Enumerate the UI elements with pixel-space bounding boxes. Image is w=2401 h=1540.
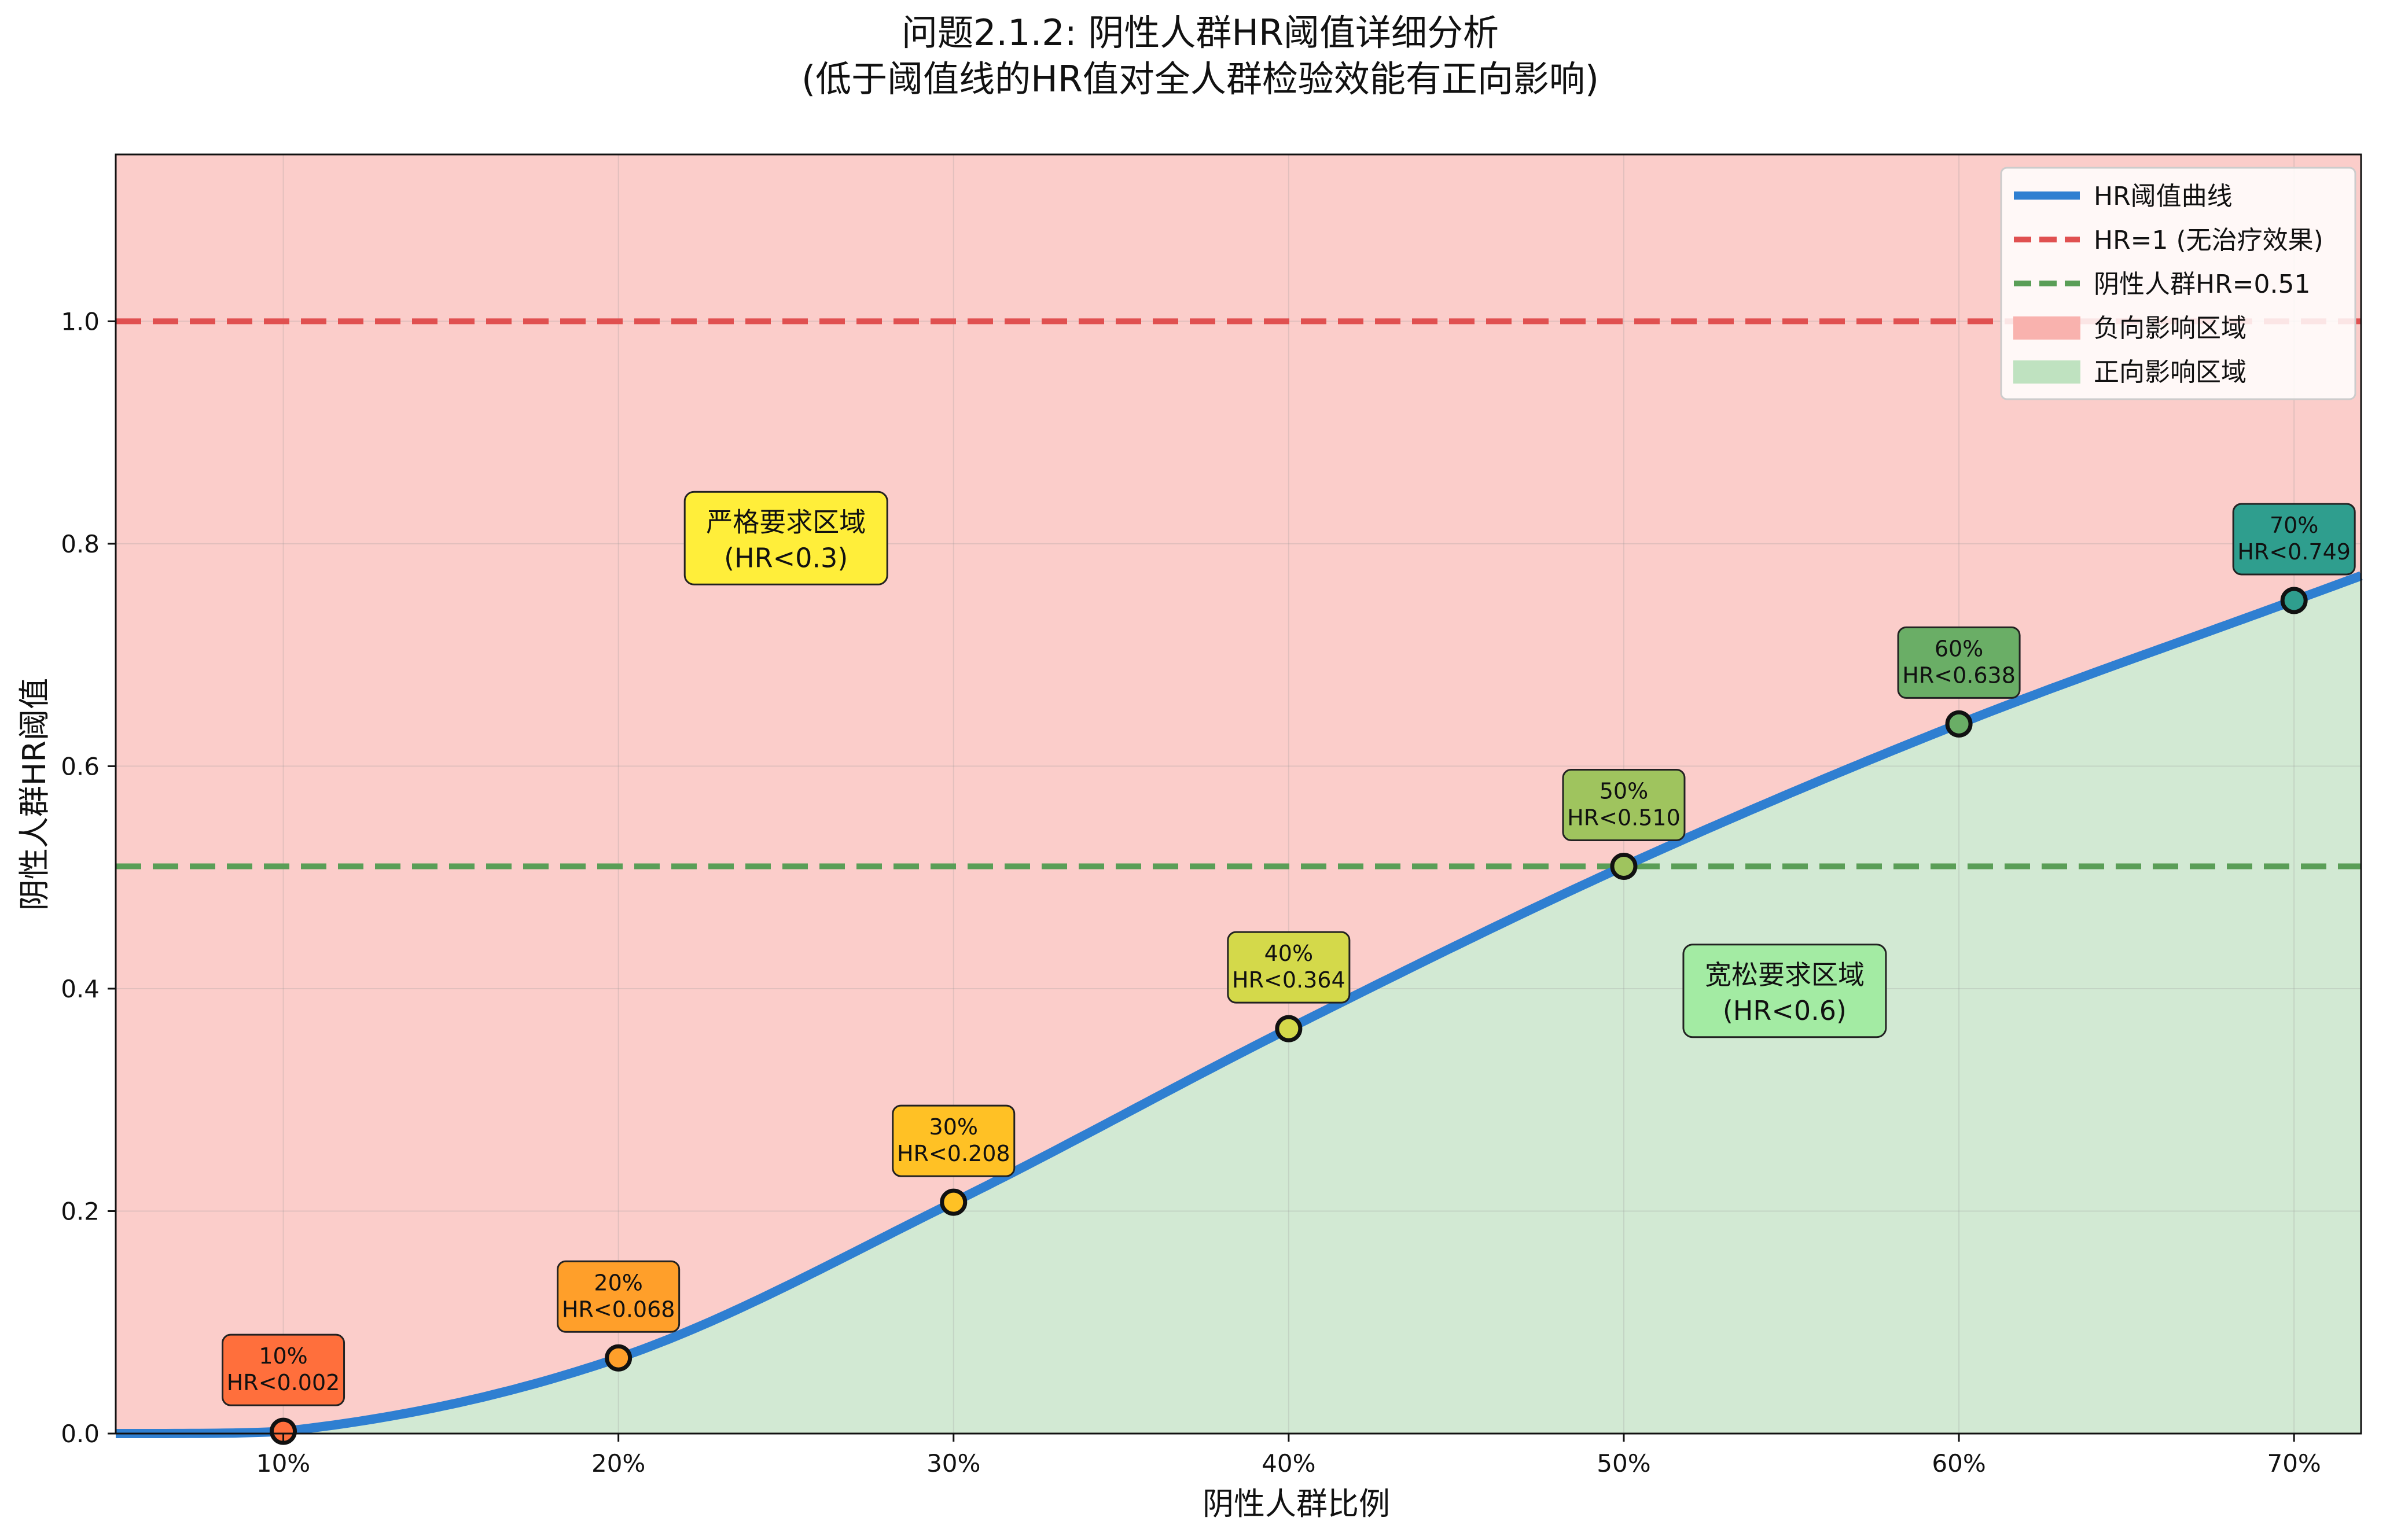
point-label-pct: 30% xyxy=(929,1114,978,1140)
region-annotation-line1: 宽松要求区域 xyxy=(1705,959,1865,990)
data-point xyxy=(1275,1015,1303,1042)
loose-region-box xyxy=(1682,944,1887,1038)
region-annotation-line1: 严格要求区域 xyxy=(706,506,866,537)
legend-entry-label: 阴性人群HR=0.51 xyxy=(2094,270,2311,299)
legend-entry-label: 负向影响区域 xyxy=(2094,314,2246,343)
point-label-box xyxy=(892,1104,1016,1177)
x-tick-label: 40% xyxy=(1262,1449,1315,1478)
point-label-pct: 40% xyxy=(1264,941,1313,966)
x-axis-label: 阴性人群比例 xyxy=(1203,1486,1390,1522)
point-label-pct: 20% xyxy=(594,1270,642,1295)
point-label-hr: HR<0.749 xyxy=(2237,539,2351,565)
y-tick-label: 1.0 xyxy=(61,307,100,336)
point-label-box xyxy=(1227,931,1351,1004)
legend-entry-label: HR=1 (无治疗效果) xyxy=(2094,226,2323,255)
point-label-box xyxy=(222,1333,345,1406)
point-label-hr: HR<0.068 xyxy=(562,1296,675,1322)
point-label-pct: 70% xyxy=(2270,513,2318,538)
data-point xyxy=(940,1188,968,1216)
x-tick-label: 60% xyxy=(1932,1449,1985,1478)
hr-threshold-curve xyxy=(116,571,2363,1438)
point-label-box xyxy=(1897,626,2021,699)
point-label-hr: HR<0.638 xyxy=(1902,662,2016,688)
data-point xyxy=(605,1344,633,1372)
chart-title-line2: (低于阈值线的HR值对全人群检验效能有正向影响) xyxy=(801,58,1599,100)
x-tick-label: 50% xyxy=(1597,1449,1650,1478)
y-tick-label: 0.4 xyxy=(61,975,100,1003)
legend-entry-label: HR阈值曲线 xyxy=(2094,182,2233,211)
point-label-box xyxy=(557,1260,681,1333)
legend: HR阈值曲线 HR=1 (无治疗效果) 阴性人群HR=0.51 负向影响区域正向影响区… xyxy=(2000,167,2356,400)
x-tick-label: 10% xyxy=(256,1449,310,1478)
plot-frame xyxy=(115,153,2362,1435)
y-tick-label: 0.8 xyxy=(61,530,100,558)
data-point xyxy=(1945,710,1973,738)
region-annotation-line2: (HR<0.3) xyxy=(724,542,848,573)
point-label-box xyxy=(1562,768,1686,841)
point-label-hr: HR<0.002 xyxy=(227,1370,340,1395)
point-label-hr: HR<0.510 xyxy=(1567,805,1681,830)
x-tick-label: 70% xyxy=(2267,1449,2321,1478)
plot-area: 10%HR<0.00220%HR<0.06830%HR<0.20840%HR<0… xyxy=(61,153,2363,1478)
y-axis-label: 阴性人群HR阈值 xyxy=(16,678,53,911)
y-tick-label: 0.2 xyxy=(61,1197,100,1225)
data-point xyxy=(2280,587,2308,614)
y-tick-label: 0.0 xyxy=(61,1420,100,1448)
x-tick-label: 30% xyxy=(926,1449,980,1478)
x-tick-label: 20% xyxy=(591,1449,645,1478)
data-point xyxy=(1610,852,1638,880)
chart-title-line1: 问题2.1.2: 阴性人群HR阈值详细分析 xyxy=(902,12,1499,54)
point-label-box xyxy=(2232,503,2356,576)
y-tick-label: 0.6 xyxy=(61,752,100,780)
point-label-hr: HR<0.364 xyxy=(1232,967,1345,993)
point-label-pct: 50% xyxy=(1600,778,1648,804)
region-annotation-line2: (HR<0.6) xyxy=(1723,995,1847,1026)
legend-patch-swatch xyxy=(2013,360,2080,384)
point-label-pct: 10% xyxy=(259,1343,307,1369)
data-point xyxy=(270,1417,297,1445)
legend-patch-swatch xyxy=(2013,316,2080,340)
point-label-hr: HR<0.208 xyxy=(897,1141,1010,1166)
point-label-pct: 60% xyxy=(1935,636,1983,661)
legend-entry-label: 正向影响区域 xyxy=(2094,358,2246,387)
strict-region-box xyxy=(683,491,888,585)
legend-box xyxy=(2000,167,2356,400)
